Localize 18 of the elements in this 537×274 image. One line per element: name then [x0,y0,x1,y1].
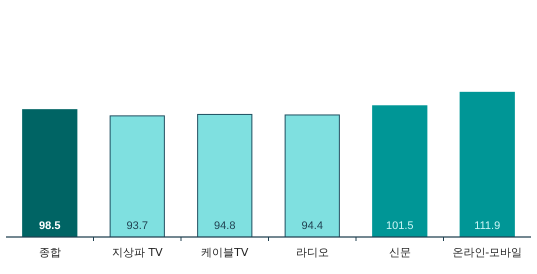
bar [372,105,428,238]
data-label: 93.7 [126,220,148,232]
x-tick-label: 종합 [38,246,61,259]
data-label: 101.5 [386,220,414,232]
data-label: 94.8 [214,220,236,232]
data-label: 111.9 [474,220,500,232]
x-tick-label: 온라인-모바일 [452,246,522,259]
data-label: 94.4 [302,220,323,232]
bar [197,114,252,238]
bar [460,92,515,238]
data-label: 98.5 [39,220,60,232]
x-tick-label: 지상파 TV [112,246,164,259]
x-tick-label: 케이블TV [201,246,249,259]
x-tick-label: 신문 [388,246,411,259]
x-tick-label: 라디오 [296,246,329,259]
bar [22,109,78,238]
bar [284,114,340,238]
bar [110,115,165,238]
